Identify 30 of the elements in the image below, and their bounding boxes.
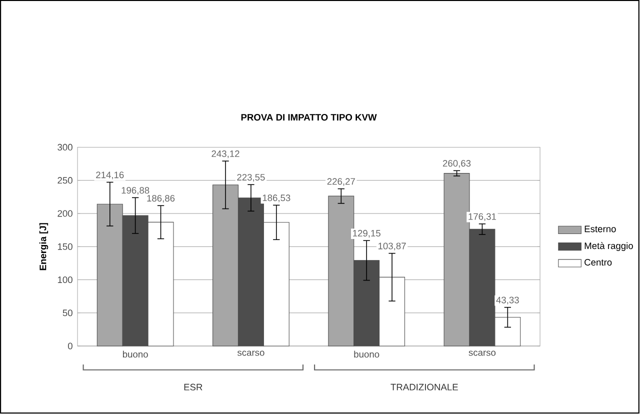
legend-label: Esterno [584, 226, 616, 232]
chart-title: PROVA DI IMPATTO TIPO KVW [241, 114, 377, 121]
text: TRADIZIONALE [390, 384, 458, 391]
data-label: 226,27 [327, 178, 355, 186]
legend-label: Centro [584, 259, 612, 266]
data-label: 214,16 [96, 172, 124, 180]
x-tick-label: buono [122, 350, 148, 358]
legend-label: Metà raggio [584, 242, 633, 252]
data-label: 103,87 [378, 242, 406, 251]
x-tick-label: scarso [237, 350, 264, 356]
y-axis-title: Energia [J] [39, 223, 48, 270]
data-label: 176,31 [468, 213, 496, 222]
data-label: 43,33 [496, 296, 519, 305]
y-tick-label: 0 [68, 342, 72, 350]
y-tick-label: 150 [58, 244, 72, 250]
y-tick-label: 250 [58, 177, 72, 184]
data-label: 260,63 [442, 160, 471, 168]
y-tick-label: 200 [58, 210, 72, 217]
data-label: 223,55 [237, 174, 265, 182]
data-label: 186,86 [147, 195, 175, 203]
y-tick-label: 100 [58, 276, 72, 284]
x-tick-label: scarso [468, 350, 496, 356]
y-tick-label: 50 [62, 310, 72, 316]
data-label: 243,12 [212, 150, 240, 158]
data-label: 196,88 [122, 187, 150, 195]
text: ESR [184, 384, 202, 391]
y-tick-label: 300 [58, 144, 72, 151]
data-label: 129,15 [353, 230, 380, 238]
data-label: 186,53 [262, 194, 290, 202]
x-tick-label: buono [354, 350, 380, 358]
